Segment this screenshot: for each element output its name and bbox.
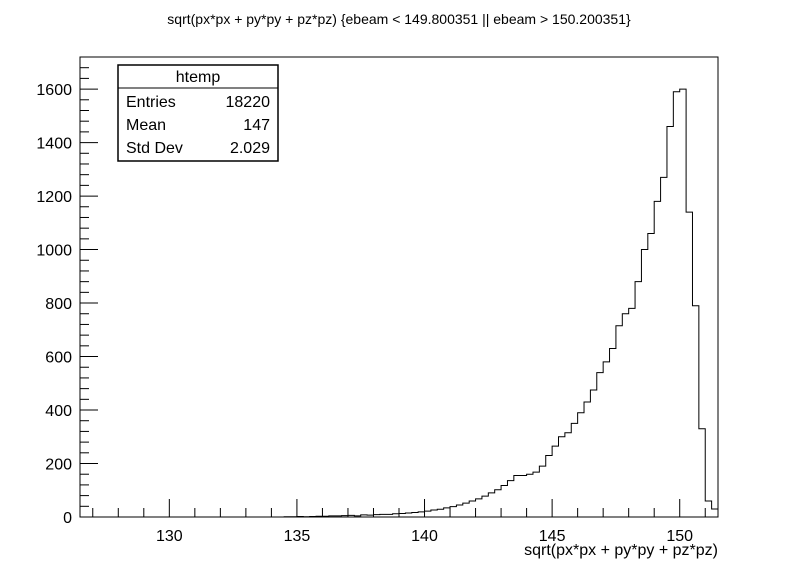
stats-row-value: 147: [243, 117, 270, 134]
y-tick-label: 400: [45, 403, 72, 420]
stats-row-value: 2.029: [230, 140, 270, 157]
y-tick-label: 200: [45, 457, 72, 474]
y-tick-label: 1000: [36, 243, 72, 260]
stats-row-label: Entries: [126, 94, 176, 111]
stats-row-label: Std Dev: [126, 140, 183, 157]
x-tick-label: 150: [666, 528, 693, 545]
y-tick-label: 600: [45, 350, 72, 367]
y-tick-label: 800: [45, 296, 72, 313]
chart-title: sqrt(px*px + py*py + pz*pz) {ebeam < 149…: [167, 11, 631, 27]
x-tick-label: 140: [411, 528, 438, 545]
histogram-series: [271, 88, 719, 518]
stats-box-title: htemp: [176, 69, 221, 86]
y-tick-label: 1200: [36, 189, 72, 206]
axis-ticks: 0 200 400 600 800 1000 1200 1400 1600 130 135 140 14…: [36, 56, 706, 545]
stats-row-value: 18220: [226, 94, 271, 111]
y-tick-label: 1400: [36, 136, 72, 153]
y-tick-label: 0: [63, 510, 72, 527]
stats-box: htemp Entries 18220 Mean 147 Std Dev 2.029: [117, 64, 279, 162]
x-tick-label: 130: [156, 528, 183, 545]
x-tick-label: 145: [539, 528, 566, 545]
x-axis-label: sqrt(px*px + py*py + pz*pz): [524, 542, 718, 559]
x-tick-label: 135: [284, 528, 311, 545]
stats-box-frame: [117, 64, 279, 162]
y-tick-label: 1600: [36, 82, 72, 99]
stats-row-label: Mean: [126, 117, 166, 134]
